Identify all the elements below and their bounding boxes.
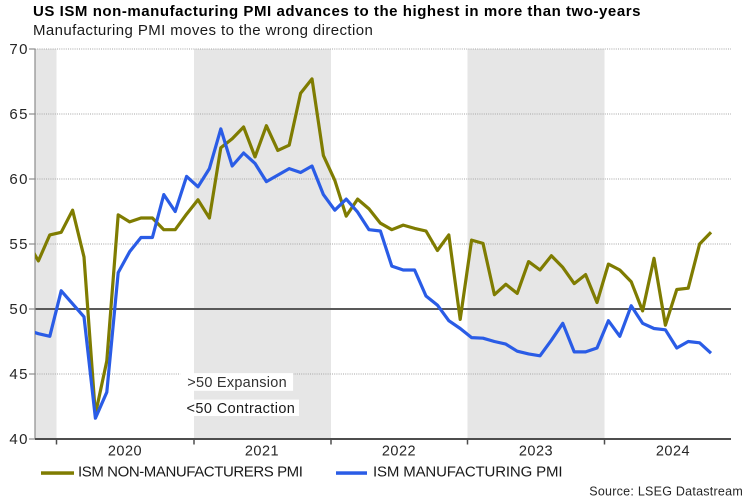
svg-text:2023: 2023 (519, 444, 553, 460)
svg-text:70: 70 (9, 41, 29, 58)
svg-text:40: 40 (9, 431, 29, 448)
svg-text:2022: 2022 (382, 444, 416, 460)
svg-text:45: 45 (9, 366, 29, 383)
svg-text:50: 50 (9, 301, 29, 318)
svg-text:Source: LSEG Datastream: Source: LSEG Datastream (589, 485, 743, 499)
svg-text:US ISM non-manufacturing PMI a: US ISM non-manufacturing PMI advances to… (33, 3, 641, 20)
svg-text:2020: 2020 (108, 444, 142, 460)
svg-text:60: 60 (9, 171, 29, 188)
svg-text:55: 55 (9, 236, 29, 253)
svg-text:ISM NON-MANUFACTURERS PMI: ISM NON-MANUFACTURERS PMI (78, 463, 303, 480)
svg-text:>50 Expansion: >50 Expansion (187, 375, 287, 391)
svg-text:Manufacturing PMI moves to the: Manufacturing PMI moves to the wrong dir… (33, 22, 373, 39)
svg-text:2021: 2021 (245, 444, 279, 460)
svg-text:ISM MANUFACTURING PMI: ISM MANUFACTURING PMI (373, 463, 562, 480)
svg-text:2024: 2024 (656, 444, 690, 460)
svg-text:65: 65 (9, 106, 29, 123)
svg-text:<50 Contraction: <50 Contraction (187, 401, 296, 417)
